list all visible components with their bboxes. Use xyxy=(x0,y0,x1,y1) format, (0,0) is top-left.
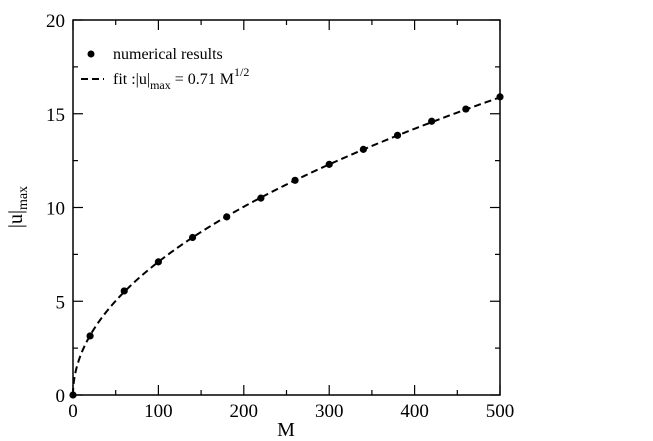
y-tick-label: 5 xyxy=(56,292,66,313)
legend-fit-mid: = 0.71 M xyxy=(171,71,234,88)
y-tick-label: 20 xyxy=(46,11,65,32)
fit-curve xyxy=(72,96,501,396)
x-tick-label: 400 xyxy=(400,401,429,422)
x-tick-label: 300 xyxy=(315,401,344,422)
data-point xyxy=(257,194,265,202)
legend-fit-prefix: fit :|u| xyxy=(113,71,150,88)
fit-curve-layer xyxy=(72,96,501,396)
y-axis-title-main: |u| xyxy=(5,210,27,228)
x-tick-label: 0 xyxy=(68,401,78,422)
y-axis-title: |u|max xyxy=(5,186,31,228)
data-point xyxy=(325,160,333,168)
legend-label-fit: fit :|u|max = 0.71 M1/2 xyxy=(113,65,249,92)
data-point xyxy=(154,258,162,266)
y-axis-title-sub: max xyxy=(16,186,31,210)
y-tick-label: 15 xyxy=(46,105,65,126)
data-point xyxy=(496,93,504,101)
x-tick-label: 200 xyxy=(230,401,259,422)
data-point xyxy=(120,287,128,295)
data-point xyxy=(188,233,197,242)
data-point xyxy=(86,332,94,340)
data-point xyxy=(462,105,470,113)
y-tick-label: 10 xyxy=(46,199,65,220)
data-point xyxy=(428,117,436,125)
legend-label-points: numerical results xyxy=(113,46,223,63)
x-axis-title: M xyxy=(277,419,295,441)
x-tick-label: 100 xyxy=(144,401,173,422)
legend: numerical results fit :|u|max = 0.71 M1/… xyxy=(81,46,249,92)
legend-fit-sup: 1/2 xyxy=(234,65,249,79)
data-points-layer xyxy=(69,93,504,399)
data-point xyxy=(223,213,231,221)
legend-marker-points xyxy=(87,50,95,58)
legend-fit-sub: max xyxy=(150,78,171,92)
data-point xyxy=(291,176,299,184)
data-point xyxy=(359,145,367,153)
data-point xyxy=(69,391,77,399)
y-tick-label: 0 xyxy=(56,386,66,407)
x-tick-label: 500 xyxy=(486,401,515,422)
axis-ticks xyxy=(72,19,501,396)
data-point xyxy=(393,131,402,139)
tick-labels: 0 100 200 300 400 500 0 5 10 15 20 xyxy=(46,11,514,422)
